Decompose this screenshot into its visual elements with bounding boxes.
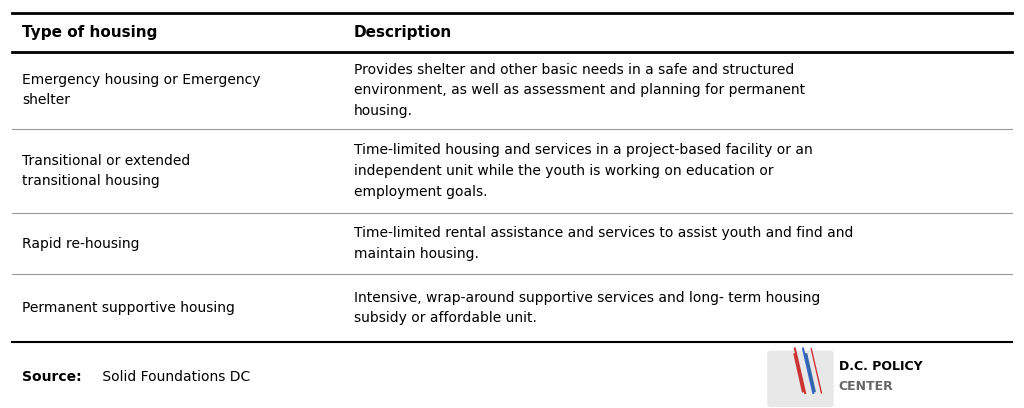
Text: D.C. POLICY: D.C. POLICY [839, 360, 923, 373]
FancyBboxPatch shape [767, 350, 834, 407]
Text: Rapid re-housing: Rapid re-housing [22, 237, 139, 251]
Text: Solid Foundations DC: Solid Foundations DC [98, 370, 251, 384]
Text: Source:: Source: [22, 370, 82, 384]
Text: Description: Description [353, 25, 452, 40]
Text: Type of housing: Type of housing [22, 25, 158, 40]
Text: Intensive, wrap-around supportive services and long- term housing
subsidy or aff: Intensive, wrap-around supportive servic… [353, 291, 820, 326]
Text: Transitional or extended
transitional housing: Transitional or extended transitional ho… [22, 154, 190, 188]
Text: Time-limited rental assistance and services to assist youth and find and
maintai: Time-limited rental assistance and servi… [353, 226, 853, 261]
Text: Time-limited housing and services in a project-based facility or an
independent : Time-limited housing and services in a p… [353, 143, 812, 199]
Text: CENTER: CENTER [839, 380, 894, 393]
Text: Provides shelter and other basic needs in a safe and structured
environment, as : Provides shelter and other basic needs i… [353, 62, 805, 118]
Text: Permanent supportive housing: Permanent supportive housing [22, 301, 234, 315]
Text: Emergency housing or Emergency
shelter: Emergency housing or Emergency shelter [22, 73, 260, 107]
